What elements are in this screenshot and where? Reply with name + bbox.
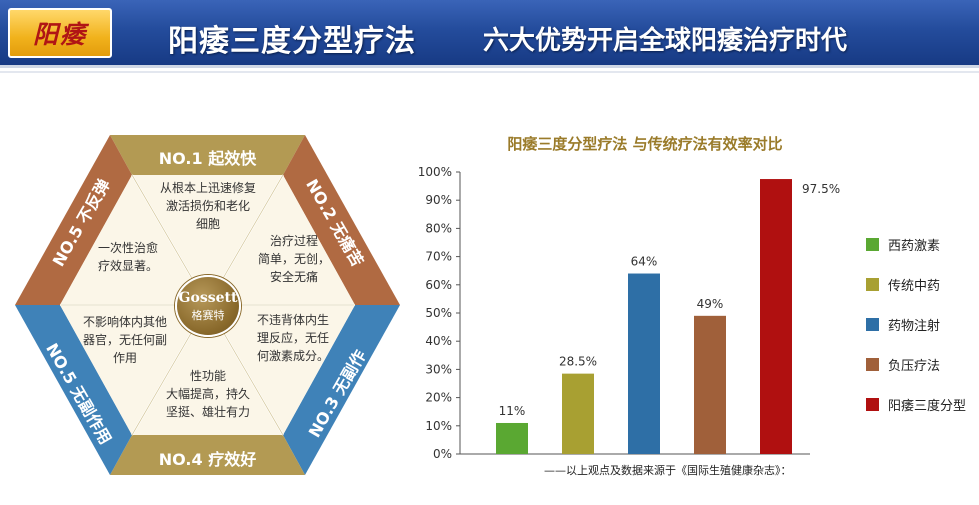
sector-text-no-rebound: 一次性治愈 疗效显著。	[97, 241, 158, 273]
bar-3	[628, 273, 660, 454]
legend-swatch	[866, 277, 879, 291]
chart-title: 阳痿三度分型疗法 与传统疗法有效率对比	[507, 135, 783, 153]
badge-upper-left-frame	[15, 135, 132, 305]
bar-2	[562, 373, 594, 454]
y-tick-label: 40%	[425, 334, 452, 348]
bar-1	[496, 422, 528, 454]
bar-value-label: 64%	[631, 255, 658, 269]
bar-4	[694, 315, 726, 454]
chart-legend: 西药激素传统中药药物注射负压疗法阳痿三度分型	[866, 224, 966, 424]
legend-swatch	[866, 397, 879, 411]
y-tick-label: 30%	[425, 362, 452, 376]
legend-label: 负压疗法	[888, 358, 941, 374]
sector-text-no-hormones: 不违背体内生 理反应，无任 何激素成分。	[256, 313, 329, 363]
y-tick-label: 0%	[433, 447, 452, 461]
sector-text-effect: 性功能 大幅提高，持久 坚挺、雄壮有力	[165, 369, 250, 419]
y-tick-label: 10%	[425, 419, 452, 433]
sector-text-speed: 从根本上迅速修复 激活损伤和老化 细胞	[159, 181, 256, 231]
sector-text-painless: 治疗过程 简单，无创， 安全无痛	[257, 234, 330, 284]
badge-lower-left-frame	[15, 305, 132, 475]
legend-item: 阳痿三度分型	[866, 384, 966, 424]
legend-swatch	[866, 357, 879, 371]
legend-item: 药物注射	[866, 304, 966, 344]
badge-no4-label: NO.4 疗效好	[158, 450, 257, 469]
y-tick-label: 80%	[425, 221, 452, 235]
advantages-hexagon: NO.1 起效快 NO.2 无痛苦 NO.3 无副作 NO.4 疗效好 NO.5…	[15, 135, 400, 475]
legend-item: 西药激素	[866, 224, 966, 264]
legend-item: 负压疗法	[866, 344, 966, 384]
y-tick-label: 70%	[425, 250, 452, 264]
logo-text: 阳痿	[32, 20, 87, 49]
legend-swatch	[866, 237, 879, 251]
badge-bottom-frame	[110, 435, 305, 475]
page-subtitle: 六大优势开启全球阳痿治疗时代	[483, 26, 848, 56]
bar-value-label: 49%	[697, 297, 724, 311]
bar-5	[760, 179, 792, 455]
y-tick-label: 20%	[425, 391, 452, 405]
bar-value-label: 11%	[499, 404, 526, 418]
legend-swatch	[866, 317, 879, 331]
source-note: ——以上观点及数据来源于《国际生殖健康杂志》：	[544, 464, 792, 477]
header-banner: 阳痿 阳痿三度分型疗法 六大优势开启全球阳痿治疗时代	[0, 0, 979, 68]
legend-label: 传统中药	[888, 278, 941, 294]
badge-top-frame	[110, 135, 305, 175]
center-brand-badge: Gossett 格赛特	[175, 275, 241, 337]
page-title: 阳痿三度分型疗法	[168, 24, 416, 59]
efficacy-bar-chart: 0% 10% 20% 30% 40% 50% 60% 70% 80% 90% 100% 11% 28.5…	[418, 165, 840, 461]
y-tick-label: 50%	[425, 306, 452, 320]
logo: 阳痿	[8, 8, 112, 58]
bar-value-label: 28.5%	[559, 355, 597, 369]
badge-no1-label: NO.1 起效快	[158, 149, 257, 168]
y-tick-label: 90%	[425, 193, 452, 207]
legend-label: 药物注射	[888, 318, 941, 334]
sector-text-no-side-effects: 不影响体内其他 器官，无任何副 作用	[82, 315, 167, 365]
center-brand-subname: 格赛特	[191, 308, 225, 322]
header-divider	[0, 71, 979, 73]
badge-lower-right-frame	[283, 305, 400, 475]
legend-label: 阳痿三度分型	[888, 398, 967, 414]
legend-item: 传统中药	[866, 264, 966, 304]
center-brand-name: Gossett	[178, 289, 238, 306]
badge-upper-right-frame	[283, 135, 400, 305]
bar-value-label: 97.5%	[802, 182, 840, 196]
y-tick-label: 60%	[425, 278, 452, 292]
y-tick-label: 100%	[418, 165, 452, 179]
legend-label: 西药激素	[888, 238, 941, 254]
